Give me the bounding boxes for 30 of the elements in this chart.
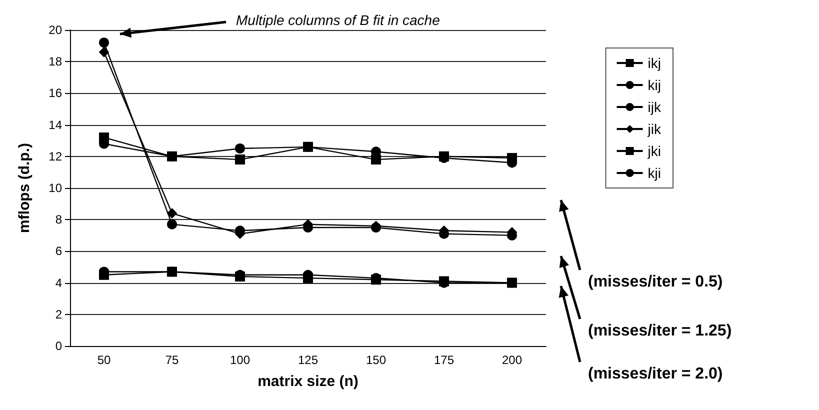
y-tick-label: 8 [55,212,62,227]
legend-label: ijk [648,99,662,115]
text: (misses/iter = 0.5) [588,274,723,290]
x-tick-label: 100 [230,353,250,367]
legend-label: kij [648,77,662,93]
y-tick-label: 6 [55,244,62,258]
legend-label: ikj [648,55,662,71]
x-tick-label: 150 [366,353,386,367]
y-axis-title: mflops (d.p.) [16,143,33,233]
legend-label: jki [646,143,662,159]
legend-label: kji [648,165,662,181]
x-axis-title: matrix size (n) [258,373,358,390]
legend-label: jik [646,121,662,137]
y-tick-label: 0 [55,339,62,353]
y-tick-label: 16 [48,86,62,100]
text: Multiple columns of B fit in cache [236,12,440,28]
y-tick-label: 12 [48,149,62,164]
x-tick-label: 175 [434,353,454,367]
text: (misses/iter = 2.0) [588,366,723,382]
y-tick-label: 2 [55,307,62,322]
x-tick-label: 200 [502,353,522,367]
text: (misses/iter = 1.25) [588,322,732,340]
x-tick-label: 75 [165,353,179,367]
y-tick-label: 4 [55,276,62,290]
x-tick-label: 125 [298,353,318,367]
y-tick-label: 18 [48,54,62,69]
y-tick-label: 20 [48,23,62,37]
y-tick-label: 14 [48,118,62,132]
y-tick-label: 10 [48,181,62,195]
x-tick-label: 50 [97,353,111,367]
